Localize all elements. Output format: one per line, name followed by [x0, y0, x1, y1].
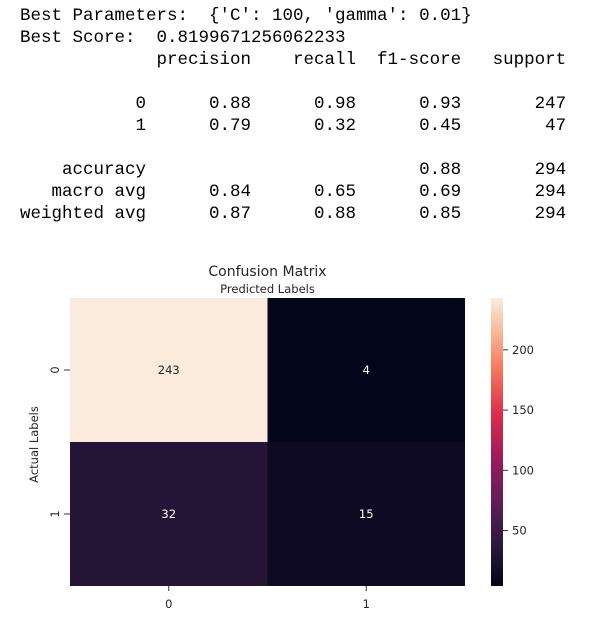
- chart-title: Confusion Matrix: [208, 264, 326, 280]
- cell-value-label: 4: [363, 363, 370, 377]
- colorbar-tick-label: 50: [512, 524, 527, 538]
- colorbar-tick-label: 200: [512, 343, 534, 357]
- colorbar-tick-label: 150: [512, 403, 534, 417]
- heatmap-cell: [267, 298, 465, 442]
- y-ticks: 01: [48, 366, 70, 518]
- console-output: Best Parameters: {'C': 100, 'gamma': 0.0…: [20, 5, 566, 225]
- colorbar: [491, 298, 503, 586]
- colorbar-tick-label: 100: [512, 463, 534, 477]
- heatmap-cell: [267, 442, 465, 586]
- report-row: 1 0.79 0.32 0.45 47: [20, 116, 567, 136]
- report-row: 0 0.88 0.98 0.93 247: [20, 94, 567, 114]
- x-axis-label: Predicted Labels: [220, 282, 315, 296]
- cell-value-label: 32: [161, 507, 176, 521]
- y-tick-label: 0: [48, 366, 62, 373]
- best-params-line: Best Parameters: {'C': 100, 'gamma': 0.0…: [20, 6, 472, 26]
- heatmap-cell: [70, 442, 268, 586]
- best-score-line: Best Score: 0.8199671256062233: [20, 28, 346, 48]
- report-row: macro avg 0.84 0.65 0.69 294: [20, 182, 567, 202]
- y-tick-label: 1: [48, 510, 62, 517]
- heatmap-cell: [70, 298, 268, 442]
- x-tick-label: 1: [363, 597, 370, 611]
- report-header-line: precision recall f1-score support: [20, 50, 567, 70]
- report-row: accuracy 0.88 294: [20, 160, 567, 180]
- heatmap-cells: 243 4 32 15: [70, 298, 465, 586]
- y-axis-label: Actual Labels: [27, 406, 41, 483]
- cell-value-label: 243: [158, 363, 180, 377]
- cell-value-label: 15: [359, 507, 374, 521]
- x-tick-label: 0: [165, 597, 172, 611]
- report-row: weighted avg 0.87 0.88 0.85 294: [20, 204, 567, 224]
- colorbar-ticks: 50 100 150 200: [503, 343, 534, 538]
